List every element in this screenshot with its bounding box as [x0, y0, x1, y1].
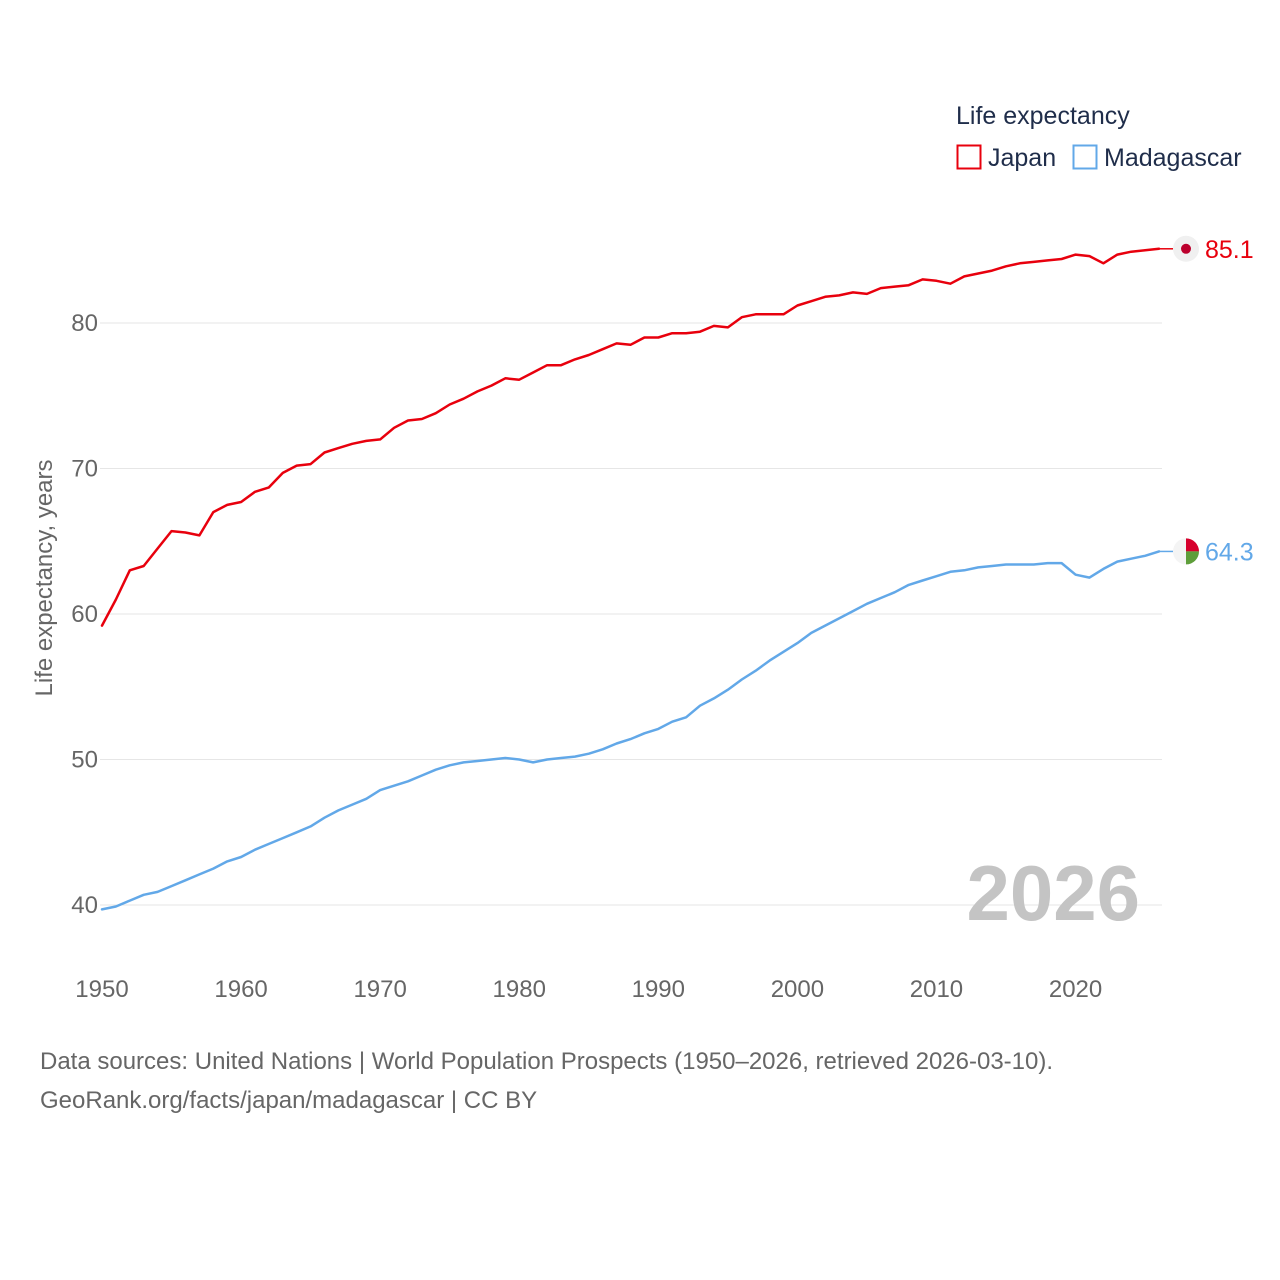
end-value-japan: 85.1	[1205, 236, 1254, 264]
flag-japan-disc	[1181, 243, 1191, 254]
y-axis-label: Life expectancy, years	[31, 459, 58, 696]
end-markers: 85.1 64.3	[1159, 235, 1254, 566]
x-tick-label: 1980	[493, 976, 546, 1003]
x-tick-label: 1960	[214, 976, 267, 1003]
series-layer	[100, 247, 1161, 911]
source-line-1: Data sources: United Nations | World Pop…	[40, 1048, 1053, 1075]
x-tick-label: 2020	[1049, 976, 1102, 1003]
legend-item-madagascar[interactable]: Madagascar	[1072, 144, 1242, 172]
y-tick-label: 80	[71, 310, 98, 337]
flag-madagascar-green	[1186, 551, 1199, 565]
y-tick-label: 40	[71, 892, 98, 919]
flag-madagascar-red	[1186, 538, 1199, 552]
y-tick-label: 70	[71, 456, 98, 483]
flag-madagascar-icon	[1173, 538, 1199, 565]
legend-title: Life expectancy	[956, 102, 1130, 130]
x-tick-label: 1970	[353, 976, 406, 1003]
series-line-madagascar	[100, 550, 1161, 911]
x-tick-label: 1950	[75, 976, 128, 1003]
y-axis-ticks: 40 50 60 70 80	[71, 310, 98, 919]
legend-item-japan[interactable]: Japan	[956, 144, 1057, 172]
y-tick-label: 50	[71, 747, 98, 774]
legend-label-japan: Japan	[988, 144, 1056, 172]
x-tick-label: 2010	[910, 976, 963, 1003]
x-tick-label: 1990	[632, 976, 685, 1003]
x-axis-ticks: 1950 1960 1970 1980 1990 2000 2010 2020	[75, 976, 1102, 1003]
y-tick-label: 60	[71, 601, 98, 628]
source-line-2: GeoRank.org/facts/japan/madagascar | CC …	[40, 1087, 537, 1114]
legend-swatch-japan	[956, 144, 982, 170]
end-value-madagascar: 64.3	[1205, 538, 1254, 566]
legend-label-madagascar: Madagascar	[1104, 144, 1242, 172]
year-watermark: 2026	[966, 849, 1140, 937]
gridlines	[100, 322, 1162, 906]
series-line-japan	[100, 247, 1161, 627]
x-tick-label: 2000	[771, 976, 824, 1003]
legend-swatch-madagascar	[1072, 144, 1098, 170]
